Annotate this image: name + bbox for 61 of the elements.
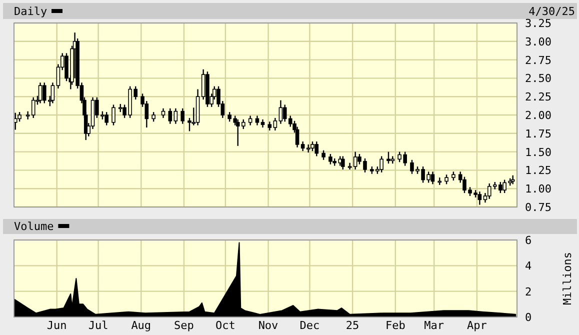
candlestick: [50, 82, 55, 104]
y-tick-label: 1.50: [525, 146, 552, 159]
y-tick-label: 6: [525, 234, 532, 247]
candlestick: [144, 100, 149, 128]
y-tick-label: 2.25: [525, 90, 552, 104]
candlestick: [300, 140, 305, 152]
candlestick: [201, 68, 206, 100]
x-tick-label: Sep: [174, 319, 194, 332]
candlestick: [353, 151, 358, 170]
candlestick: [112, 104, 116, 126]
candlestick: [430, 171, 435, 185]
chart-title: Daily: [14, 5, 48, 18]
candlestick: [310, 140, 314, 152]
y-tick-label: 3.00: [525, 35, 552, 48]
candlestick: [444, 174, 448, 185]
text: 4/30/25: [528, 5, 575, 18]
candlestick: [255, 115, 260, 126]
candlestick: [314, 140, 319, 157]
candlestick: [273, 117, 278, 132]
x-tick-label: Apr: [466, 319, 488, 332]
candlestick: [104, 111, 108, 126]
candlestick: [282, 104, 287, 122]
y-tick-label: 0.75: [525, 201, 552, 214]
y-tick-label: 1.00: [525, 182, 552, 196]
candlestick: [278, 100, 283, 124]
y-tick-label: 1.25: [525, 164, 552, 178]
y-tick-label: 3.25: [525, 17, 552, 30]
candlestick: [152, 111, 156, 122]
candlestick: [478, 190, 482, 206]
y-tick-label: 2: [525, 285, 532, 298]
y-tick-label: 4: [525, 260, 532, 273]
y-tick-label: 2.00: [525, 109, 552, 122]
x-tick-label: Jul: [88, 319, 108, 332]
candlestick: [38, 82, 42, 104]
x-tick-label: Aug: [131, 319, 152, 332]
x-tick-label: Mar: [424, 319, 444, 332]
x-tick-label: Oct: [215, 319, 236, 332]
candlestick: [26, 110, 30, 120]
candlestick: [31, 96, 36, 119]
y-tick-label: 2.75: [525, 54, 552, 67]
candlestick: [174, 108, 178, 124]
candlestick: [386, 151, 390, 164]
x-tick-label: Nov: [258, 319, 279, 332]
candlestick: [248, 115, 252, 126]
x-tick-label: Jun: [46, 319, 67, 332]
candlestick: [380, 156, 384, 174]
candlestick: [306, 144, 310, 154]
candlestick: [340, 156, 345, 170]
x-tick-label: 25: [346, 319, 360, 332]
candlestick: [180, 108, 184, 124]
y-tick-label: 0: [525, 311, 532, 324]
x-tick-label: Feb: [385, 319, 406, 332]
chart-title: Volume: [14, 220, 54, 233]
candlestick: [322, 150, 326, 160]
y-axis-title: Millions: [561, 252, 574, 305]
x-tick-label: Dec: [300, 319, 320, 332]
candlestick: [328, 153, 332, 165]
y-tick-label: 2.50: [525, 72, 552, 86]
y-tick-label: 1.75: [525, 127, 552, 140]
candlestick: [168, 108, 172, 124]
candlestick: [161, 108, 166, 119]
